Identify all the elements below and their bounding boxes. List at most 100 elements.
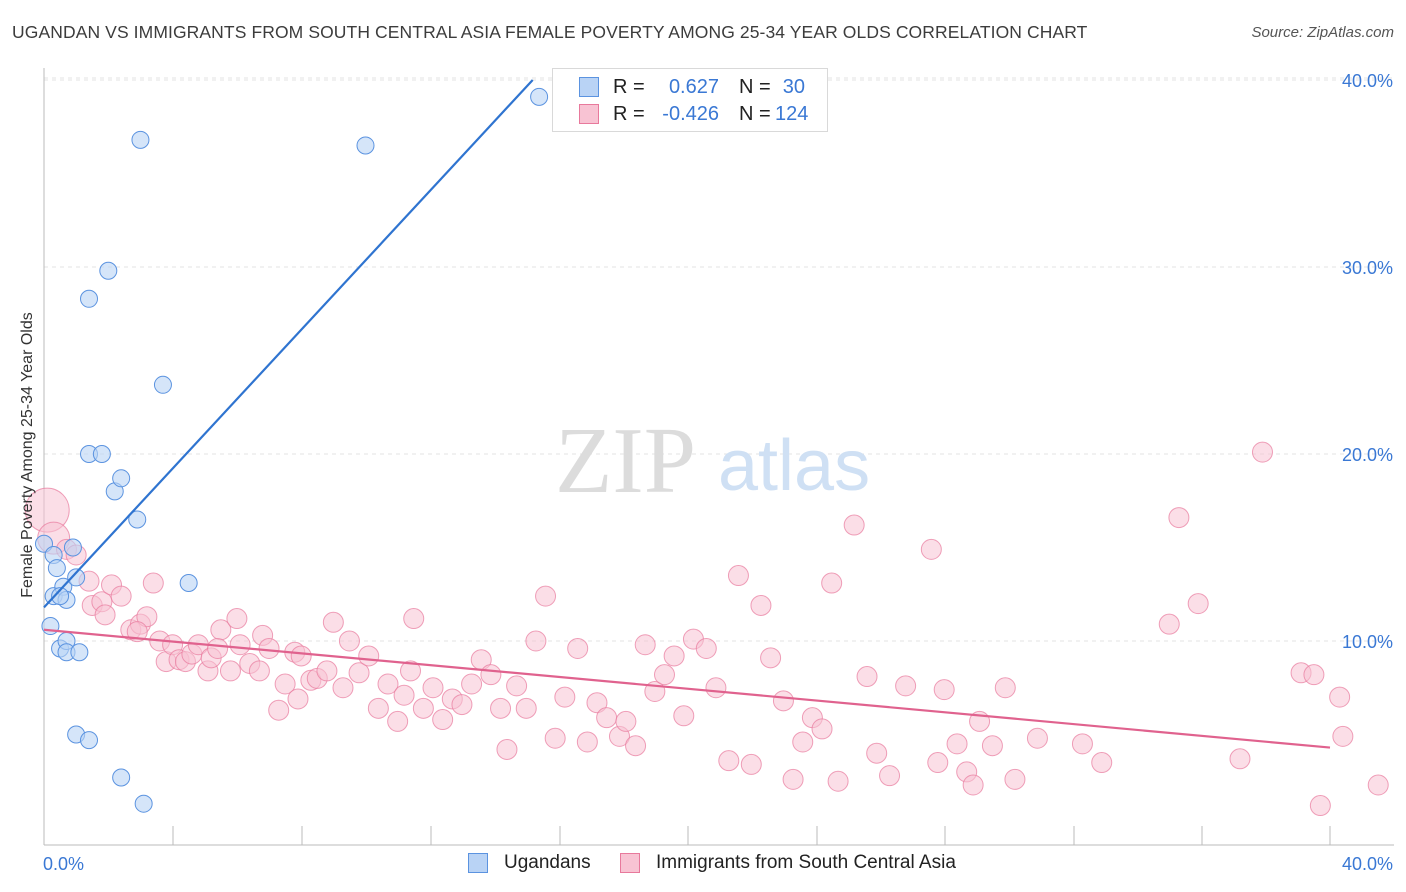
data-point-ugandans: [47, 559, 66, 578]
data-point-immigrants: [811, 718, 833, 740]
data-point-immigrants: [258, 637, 280, 659]
legend-r-label: R =: [613, 102, 645, 125]
trend-line-immigrants: [43, 628, 1331, 749]
tick-labels: 10.0% 20.0% 30.0% 40.0% 0.0% 40.0%: [43, 71, 1393, 874]
data-point-ugandans: [67, 568, 86, 587]
data-point-ugandans: [99, 261, 118, 280]
legend-n-label: N =: [739, 102, 771, 125]
data-point-immigrants: [290, 645, 312, 667]
series-ugandans-points: [35, 87, 549, 813]
data-point-immigrants: [821, 572, 843, 594]
data-point-immigrants: [207, 637, 229, 659]
data-point-immigrants: [480, 664, 502, 686]
data-point-immigrants: [596, 707, 618, 729]
data-point-immigrants: [586, 692, 608, 714]
data-point-immigrants: [348, 662, 370, 684]
data-point-immigrants: [387, 710, 409, 732]
y-tick-label: 10.0%: [1342, 632, 1393, 652]
data-point-immigrants: [673, 705, 695, 727]
data-point-immigrants: [515, 697, 537, 719]
data-point-ugandans: [128, 510, 147, 529]
data-point-immigrants: [403, 608, 425, 630]
watermark-zip: ZIP: [555, 409, 696, 513]
watermark-atlas: atlas: [718, 426, 870, 506]
data-point-ugandans: [153, 375, 172, 394]
data-point-immigrants: [946, 733, 968, 755]
data-point-immigrants: [1091, 752, 1113, 774]
data-point-immigrants: [226, 608, 248, 630]
axes: [43, 68, 1394, 846]
series-legend: Ugandans Immigrants from South Central A…: [0, 852, 1406, 878]
chart-title: UGANDAN VS IMMIGRANTS FROM SOUTH CENTRAL…: [12, 22, 1088, 42]
legend-swatch-ugandans: [468, 853, 488, 873]
data-point-ugandans: [70, 643, 89, 662]
data-point-ugandans: [356, 136, 375, 155]
data-point-immigrants: [1071, 733, 1093, 755]
trend-line-ugandans: [43, 79, 534, 609]
data-point-immigrants: [866, 742, 888, 764]
data-point-ugandans: [51, 587, 70, 606]
legend-n-label: N =: [739, 75, 771, 98]
data-point-immigrants: [1168, 507, 1190, 529]
data-point-immigrants: [827, 770, 849, 792]
data-point-immigrants: [663, 645, 685, 667]
data-point-ugandans: [80, 289, 99, 308]
data-point-immigrants: [727, 565, 749, 587]
legend-row-ugandans: R = 0.627 N = 30: [579, 75, 805, 99]
data-point-immigrants: [332, 677, 354, 699]
data-point-immigrants: [856, 666, 878, 688]
data-point-immigrants: [1251, 441, 1273, 463]
data-point-immigrants: [219, 660, 241, 682]
data-point-immigrants: [895, 675, 917, 697]
data-point-immigrants: [634, 634, 656, 656]
data-point-immigrants: [653, 664, 675, 686]
data-point-immigrants: [268, 699, 290, 721]
data-point-immigrants: [287, 688, 309, 710]
data-point-immigrants: [782, 768, 804, 790]
data-point-immigrants: [393, 684, 415, 706]
source-credit: Source: ZipAtlas.com: [1251, 24, 1394, 41]
data-point-immigrants: [136, 606, 158, 628]
legend-label-immigrants: Immigrants from South Central Asia: [656, 852, 956, 873]
legend-swatch-immigrants: [620, 853, 640, 873]
data-point-immigrants: [843, 514, 865, 536]
data-point-immigrants: [248, 660, 270, 682]
data-point-immigrants: [927, 752, 949, 774]
data-point-immigrants: [625, 735, 647, 757]
legend-row-immigrants: R = -0.426 N = 124: [579, 102, 809, 126]
data-point-immigrants: [740, 753, 762, 775]
data-point-immigrants: [1187, 593, 1209, 615]
data-point-immigrants: [316, 660, 338, 682]
data-point-immigrants: [576, 731, 598, 753]
data-point-immigrants: [126, 621, 148, 643]
data-point-immigrants: [377, 673, 399, 695]
x-tick-label: 40.0%: [1342, 854, 1393, 874]
data-point-ugandans: [112, 469, 131, 488]
data-point-immigrants: [274, 673, 296, 695]
data-point-immigrants: [879, 765, 901, 787]
data-point-immigrants: [718, 750, 740, 772]
y-axis-title: Female Poverty Among 25-34 Year Olds: [19, 312, 36, 598]
legend-r-value: -0.426: [662, 102, 719, 125]
legend-label-ugandans: Ugandans: [504, 852, 591, 873]
y-tick-label: 30.0%: [1342, 258, 1393, 278]
data-point-ugandans: [179, 574, 198, 593]
data-point-immigrants: [412, 697, 434, 719]
data-point-ugandans: [131, 130, 150, 149]
legend-swatch-ugandans: [579, 77, 599, 97]
data-point-immigrants: [567, 637, 589, 659]
data-point-immigrants: [506, 675, 528, 697]
gridlines: [44, 77, 1394, 642]
data-point-immigrants: [1026, 727, 1048, 749]
data-point-immigrants: [695, 637, 717, 659]
data-point-immigrants: [962, 774, 984, 796]
data-point-immigrants: [490, 697, 512, 719]
x-tick-label: 0.0%: [43, 854, 84, 874]
data-point-ugandans: [63, 538, 82, 557]
data-point-immigrants: [535, 585, 557, 607]
data-point-immigrants: [110, 585, 132, 607]
data-point-ugandans: [530, 87, 549, 106]
legend-n-value: 124: [775, 102, 809, 125]
correlation-legend: R = 0.627 N = 30 R = -0.426 N = 124: [552, 68, 828, 132]
